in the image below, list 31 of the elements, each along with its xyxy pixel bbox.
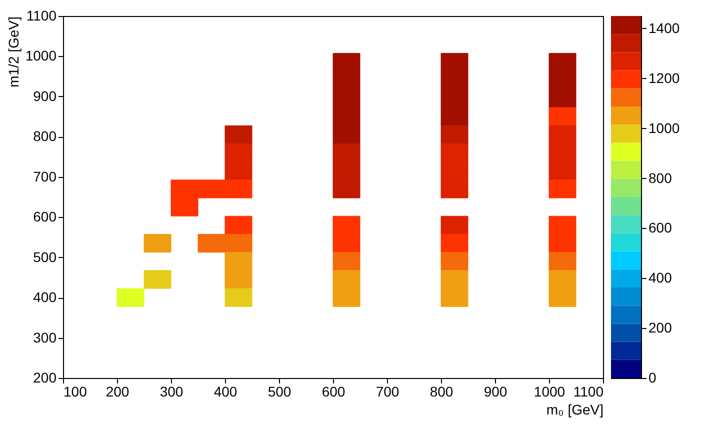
y-tick-label: 700: [33, 168, 57, 184]
y-axis-title: m1/2 [GeV]: [5, 16, 22, 88]
y-tick-label: 200: [33, 370, 57, 386]
x-axis-title: m₀ [GeV]: [546, 402, 604, 418]
y-tick-label: 600: [33, 208, 57, 225]
y-tick-label: 1100: [26, 8, 57, 24]
y-tick-label: 800: [33, 128, 57, 144]
x-tick-label: 1100: [573, 384, 604, 400]
color-bar-label: 400: [648, 270, 672, 286]
x-tick-label: 300: [160, 384, 184, 400]
y-tick-label: 300: [33, 329, 57, 346]
x-tick-label: 800: [430, 384, 454, 400]
color-bar-label: 0: [648, 370, 656, 386]
x-tick-label: 200: [106, 384, 130, 400]
x-tick-label: 400: [214, 384, 238, 400]
color-bar-label: 800: [648, 170, 672, 186]
x-tick-label: 500: [268, 384, 292, 400]
x-tick-label: 100: [64, 384, 88, 400]
color-bar-label: 1200: [648, 70, 680, 86]
y-tick-label: 400: [33, 289, 57, 306]
x-tick-label: 600: [322, 384, 346, 400]
y-tick-label: 1000: [25, 48, 57, 64]
y-tick-label: 500: [33, 248, 57, 265]
color-bar-label: 1000: [648, 120, 680, 136]
color-bar-label: 1400: [648, 20, 680, 36]
y-tick-label: 900: [33, 88, 57, 104]
color-bar-label: 600: [648, 220, 672, 236]
color-bar-label: 200: [648, 320, 672, 336]
x-tick-label: 1000: [534, 384, 566, 400]
x-tick-label: 900: [484, 384, 508, 400]
x-tick-label: 700: [376, 384, 400, 400]
